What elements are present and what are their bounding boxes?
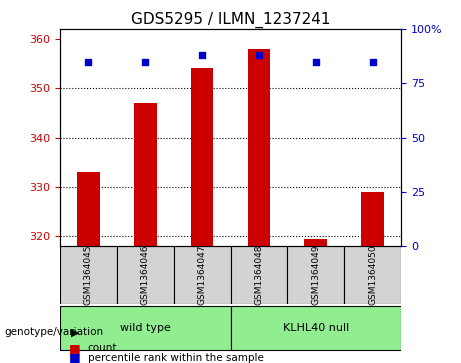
Text: GSM1364045: GSM1364045 [84,245,93,305]
Text: GSM1364047: GSM1364047 [198,245,207,305]
Bar [77,172,100,246]
Text: GSM1364046: GSM1364046 [141,245,150,305]
FancyBboxPatch shape [60,246,117,304]
FancyBboxPatch shape [117,246,174,304]
Text: ■: ■ [69,342,81,355]
Point [312,59,319,65]
Text: ■: ■ [69,351,81,363]
FancyBboxPatch shape [60,306,230,350]
FancyBboxPatch shape [174,246,230,304]
Bar [134,103,157,246]
Point [198,52,206,58]
Point [369,59,376,65]
FancyBboxPatch shape [230,306,401,350]
FancyBboxPatch shape [287,246,344,304]
Text: count: count [88,343,117,354]
Text: genotype/variation: genotype/variation [5,327,104,337]
Text: GSM1364050: GSM1364050 [368,245,377,305]
Text: KLHL40 null: KLHL40 null [283,323,349,333]
Bar [191,69,213,246]
Bar [304,238,327,246]
Point [255,52,263,58]
Bar [248,49,270,246]
Point [142,59,149,65]
Text: wild type: wild type [120,323,171,333]
Text: GSM1364049: GSM1364049 [311,245,320,305]
Title: GDS5295 / ILMN_1237241: GDS5295 / ILMN_1237241 [131,12,330,28]
Text: GSM1364048: GSM1364048 [254,245,263,305]
Bar [361,192,384,246]
Text: ▶: ▶ [71,327,80,337]
Text: percentile rank within the sample: percentile rank within the sample [88,352,264,363]
FancyBboxPatch shape [344,246,401,304]
FancyBboxPatch shape [230,246,287,304]
Point [85,59,92,65]
